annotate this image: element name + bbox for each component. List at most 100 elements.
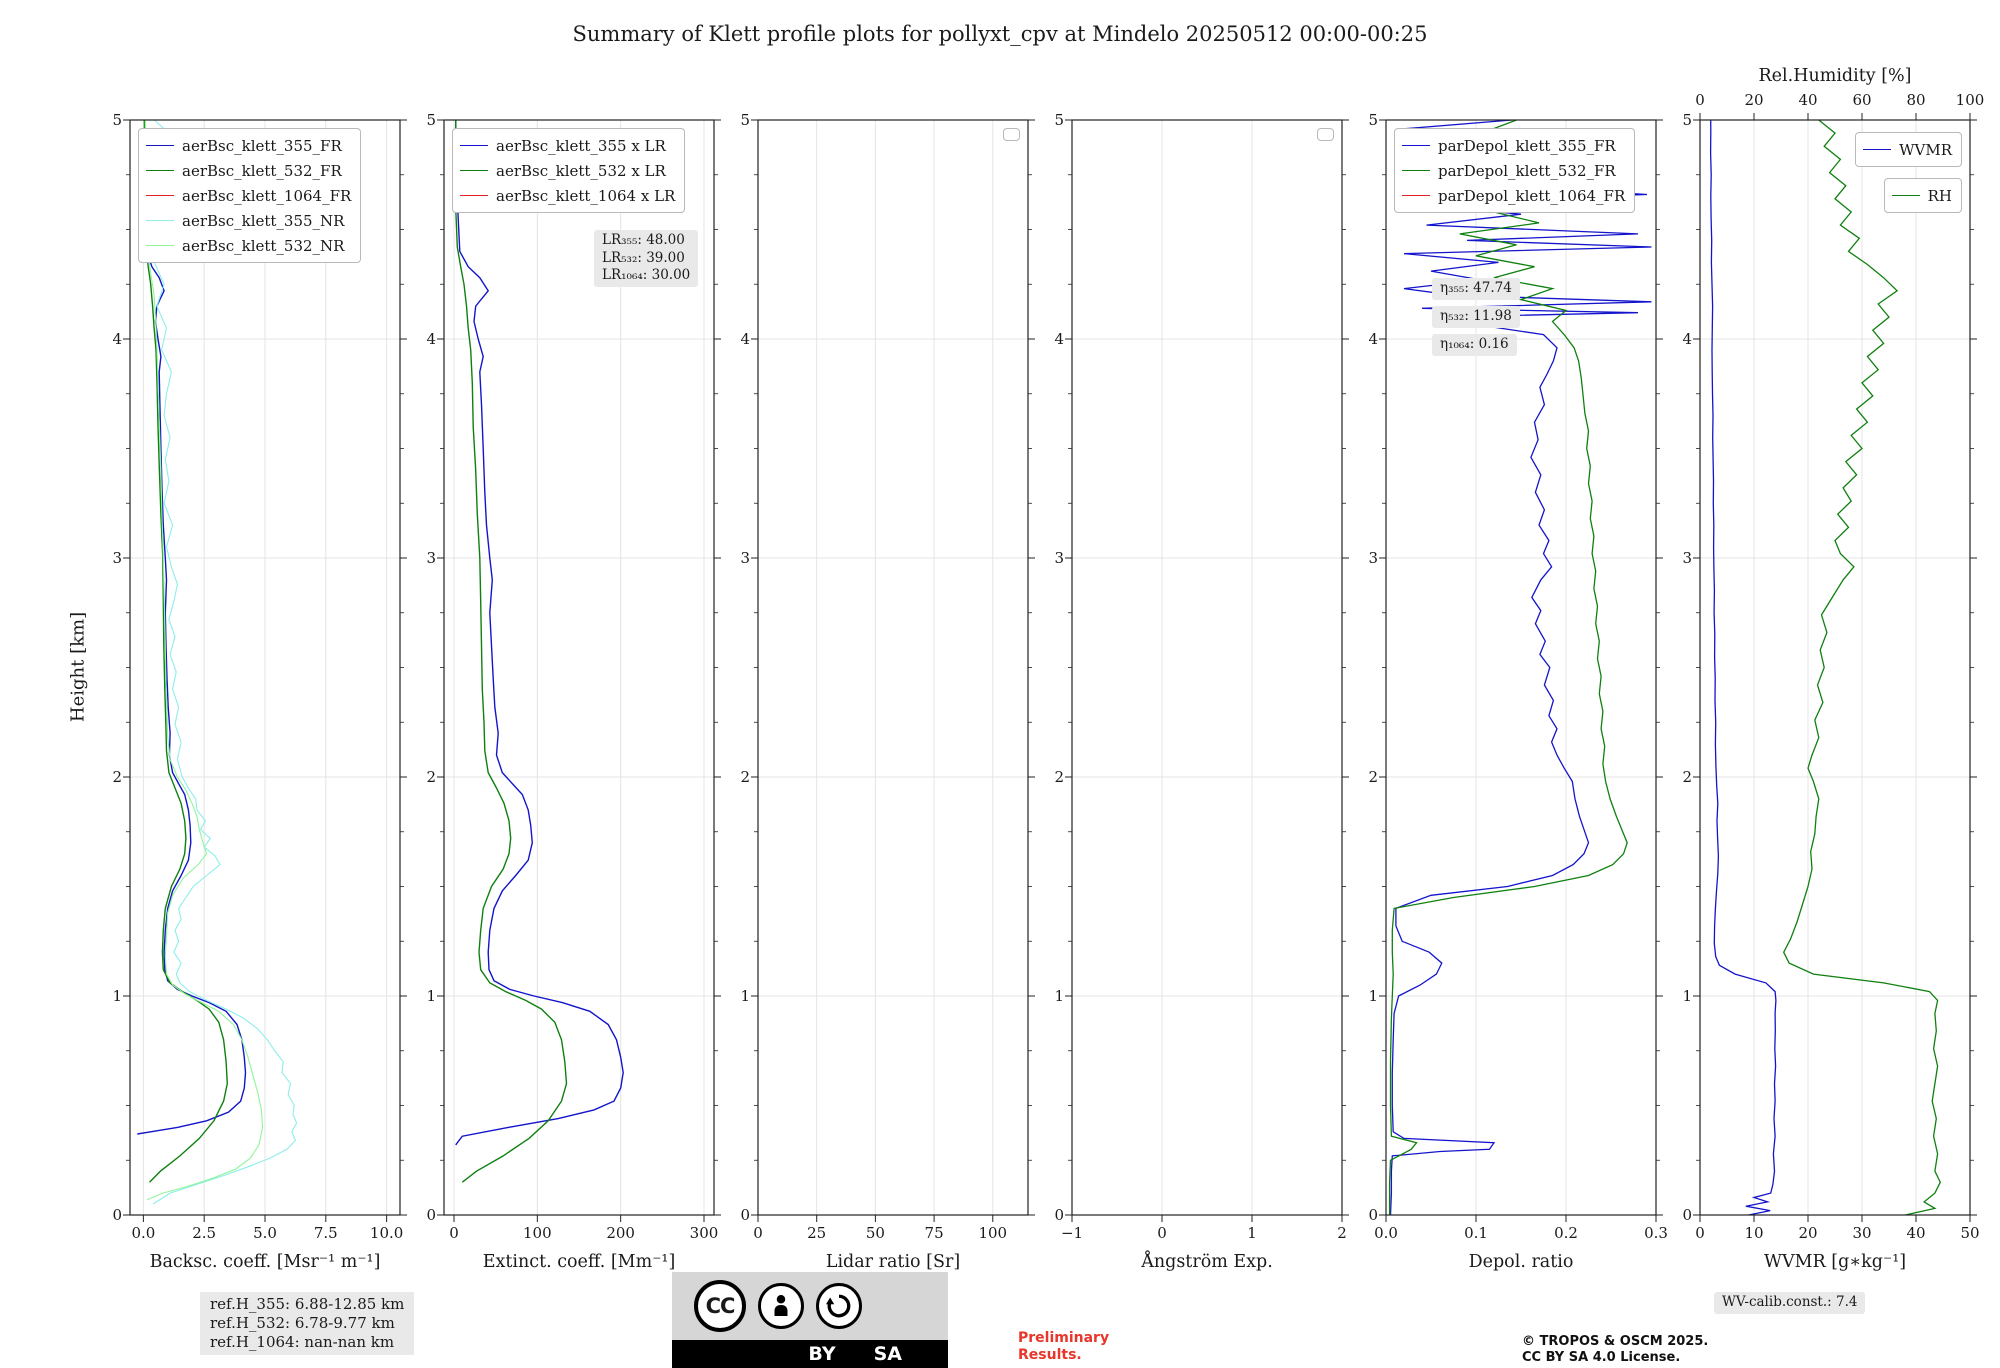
angstrom-xtick-0: 0 xyxy=(1157,1224,1167,1242)
wvmr-ytick-4: 4 xyxy=(1682,330,1692,348)
wvmr-xtick-0: 0 xyxy=(1695,1224,1705,1242)
legend-entry: aerBsc_klett_355_NR xyxy=(146,208,351,233)
panel-angstrom: 0 1 2 3 4 5 −1 0 1 2 Ångström Exp. xyxy=(1054,111,1349,1272)
series-aerBsc_klett_355_x_LR xyxy=(455,120,624,1146)
height-axis-label: Height [km] xyxy=(67,611,89,723)
cc-sa-label: SA xyxy=(873,1343,902,1365)
extinction-x-axis-label: Extinct. coeff. [Mm⁻¹] xyxy=(482,1252,676,1272)
extinction-legend-0: aerBsc_klett_355 x LR aerBsc_klett_532 x … xyxy=(452,128,686,213)
lidar-ratio-ytick-0: 0 xyxy=(740,1206,750,1224)
preliminary-line-2: Results. xyxy=(1018,1347,1082,1363)
backscatter-xtick-5.0: 5.0 xyxy=(253,1224,277,1242)
angstrom-ytick-3: 3 xyxy=(1054,549,1064,567)
depol-ratio-xtick-0.0: 0.0 xyxy=(1374,1224,1398,1242)
wvmr-toptick-40: 40 xyxy=(1798,91,1818,109)
legend-entry: WVMR xyxy=(1863,137,1952,162)
legend-label: aerBsc_klett_532 x LR xyxy=(496,161,666,180)
legend-entry: parDepol_klett_355_FR xyxy=(1402,133,1625,158)
depol-ratio-annotation-1: η₅₃₂: 11.98 xyxy=(1432,306,1520,328)
figure-title: Summary of Klett profile plots for polly… xyxy=(572,22,1428,46)
panel-lidar-ratio: 0 1 2 3 4 5 0 25 50 75 100 Lidar ratio [Sr] xyxy=(740,111,1035,1272)
depol-ratio-xtick-0.3: 0.3 xyxy=(1644,1224,1668,1242)
wvmr-xtick-40: 40 xyxy=(1906,1224,1926,1242)
legend-label: parDepol_klett_355_FR xyxy=(1438,136,1616,155)
wvmr-xtick-50: 50 xyxy=(1960,1224,1980,1242)
depol-ratio-ytick-4: 4 xyxy=(1368,330,1378,348)
legend-entry: aerBsc_klett_532_NR xyxy=(146,233,351,258)
reference-height-box: ref.H_355: 6.88-12.85 km ref.H_532: 6.78… xyxy=(200,1292,415,1355)
legend-label: RH xyxy=(1927,186,1952,205)
backscatter-ytick-4: 4 xyxy=(112,330,122,348)
series-parDepol_klett_355_FR xyxy=(1389,120,1652,1215)
legend-line-sample xyxy=(460,145,488,146)
angstrom-ytick-5: 5 xyxy=(1054,111,1064,129)
legend-line-sample xyxy=(146,195,174,196)
legend-label: WVMR xyxy=(1899,140,1952,159)
legend-entry: aerBsc_klett_532 x LR xyxy=(460,158,675,183)
angstrom-plot-canvas xyxy=(1065,119,1349,1222)
series-aerBsc_klett_532_FR xyxy=(143,120,229,1183)
cc-logo-icon: CC xyxy=(694,1280,746,1332)
cc-by-label: BY xyxy=(808,1343,836,1365)
depol-ratio-legend-0: parDepol_klett_355_FR parDepol_klett_532_… xyxy=(1394,128,1636,213)
extinction-plot-canvas xyxy=(437,119,721,1222)
angstrom-xtick-1: 1 xyxy=(1247,1224,1257,1242)
wvmr-ytick-2: 2 xyxy=(1682,768,1692,786)
preliminary-note: Preliminary Results. xyxy=(1018,1330,1109,1364)
extinction-ytick-2: 2 xyxy=(426,768,436,786)
lidar-ratio-xtick-75: 75 xyxy=(924,1224,944,1242)
copyright-line-1: © TROPOS & OSCM 2025. xyxy=(1522,1334,1709,1349)
extinction-xtick-0: 0 xyxy=(449,1224,459,1242)
series-parDepol_klett_532_FR xyxy=(1388,120,1628,1215)
lidar-ratio-ytick-5: 5 xyxy=(740,111,750,129)
annotation-line: η₅₃₂: 11.98 xyxy=(1440,308,1512,324)
extinction-xtick-200: 200 xyxy=(606,1224,635,1242)
annotation-line: η₁₀₆₄: 0.16 xyxy=(1440,336,1509,352)
series-aerBsc_klett_532_NR xyxy=(144,120,264,1201)
depol-ratio-annotation-2: η₁₀₆₄: 0.16 xyxy=(1432,334,1517,356)
legend-line-sample xyxy=(1402,170,1430,171)
wvmr-xtick-20: 20 xyxy=(1798,1224,1818,1242)
depol-ratio-ytick-1: 1 xyxy=(1368,987,1378,1005)
wvmr-xtick-10: 10 xyxy=(1744,1224,1764,1242)
lidar-ratio-xtick-0: 0 xyxy=(753,1224,763,1242)
legend-label: aerBsc_klett_532_FR xyxy=(182,161,342,180)
legend-entry: parDepol_klett_1064_FR xyxy=(1402,183,1625,208)
extinction-ytick-3: 3 xyxy=(426,549,436,567)
depol-ratio-ytick-3: 3 xyxy=(1368,549,1378,567)
extinction-ytick-0: 0 xyxy=(426,1206,436,1224)
lidar-ratio-plot-canvas xyxy=(751,119,1035,1222)
wvmr-x-axis-label: WVMR [g∗kg⁻¹] xyxy=(1763,1252,1907,1272)
angstrom-ytick-4: 4 xyxy=(1054,330,1064,348)
angstrom-x-axis-label: Ångström Exp. xyxy=(1141,1252,1273,1272)
angstrom-ytick-2: 2 xyxy=(1054,768,1064,786)
legend-line-sample xyxy=(146,220,174,221)
backscatter-legend-0: aerBsc_klett_355_FR aerBsc_klett_532_FR ae… xyxy=(138,128,362,263)
extinction-ytick-5: 5 xyxy=(426,111,436,129)
cc-sa-arrow-icon xyxy=(816,1283,862,1329)
legend-line-sample xyxy=(146,170,174,171)
depol-ratio-xtick-0.1: 0.1 xyxy=(1464,1224,1488,1242)
series-aerBsc_klett_355_NR xyxy=(150,120,298,1205)
backscatter-ytick-2: 2 xyxy=(112,768,122,786)
wvmr-xtick-30: 30 xyxy=(1852,1224,1872,1242)
series-aerBsc_klett_532_x_LR xyxy=(454,120,568,1183)
panel-extinction: 0 1 2 3 4 5 0 100 200 300 Extinct. coeff. [Mm⁻¹] ae… xyxy=(426,111,721,1272)
ref-height-355: ref.H_355: 6.88-12.85 km xyxy=(210,1295,405,1313)
wvmr-legend-0: WVMR xyxy=(1855,132,1962,167)
extinction-ytick-1: 1 xyxy=(426,987,436,1005)
panel-wvmr: 0 1 2 3 4 5 0 10 20 30 40 50 WVMR [g∗kg⁻¹] 0 20 40 60 80 1… xyxy=(1682,66,1984,1314)
cc-license-badge: CC BY SA xyxy=(672,1272,948,1368)
legend-line-sample xyxy=(146,245,174,246)
legend-label: parDepol_klett_1064_FR xyxy=(1438,186,1626,205)
backscatter-ytick-1: 1 xyxy=(112,987,122,1005)
wvmr-toptick-20: 20 xyxy=(1744,91,1764,109)
depol-ratio-ytick-2: 2 xyxy=(1368,768,1378,786)
legend-label: aerBsc_klett_355 x LR xyxy=(496,136,666,155)
copyright-line-2: CC BY SA 4.0 License. xyxy=(1522,1350,1681,1365)
depol-ratio-plot-canvas xyxy=(1379,119,1663,1222)
backscatter-plot-canvas xyxy=(123,119,407,1222)
legend-entry: aerBsc_klett_532_FR xyxy=(146,158,351,183)
legend-line-sample xyxy=(1402,195,1430,196)
legend-label: aerBsc_klett_1064 x LR xyxy=(496,186,676,205)
